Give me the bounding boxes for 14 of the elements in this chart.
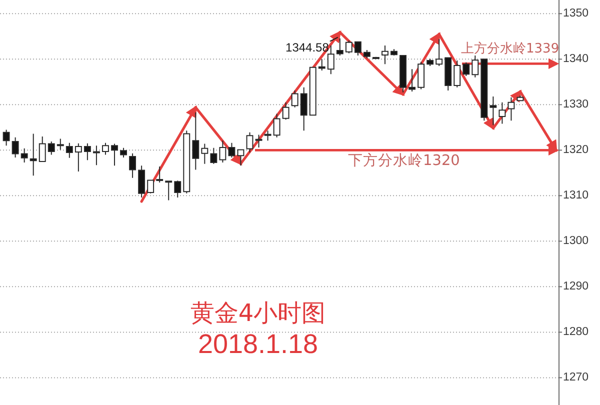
subtitle: 2018.1.18 [198, 329, 318, 359]
y-tick-label: 1340 [563, 53, 589, 66]
y-tick-label: 1320 [563, 144, 589, 156]
y-tick-label: 1290 [563, 280, 589, 293]
annotation: 1344.58 [286, 40, 330, 54]
title: 黄金4小时图 [190, 299, 326, 327]
ref-line-label: 上方分水岭1339 [461, 40, 560, 56]
ref-line-label: 下方分水岭1320 [348, 152, 460, 170]
y-tick-label: 1330 [563, 98, 589, 111]
y-tick-label: 1300 [563, 235, 589, 248]
y-tick-label: 1350 [563, 8, 589, 20]
y-tick-label: 1280 [563, 326, 589, 338]
y-tick-label: 1270 [563, 372, 589, 384]
y-tick-label: 1310 [563, 190, 589, 202]
